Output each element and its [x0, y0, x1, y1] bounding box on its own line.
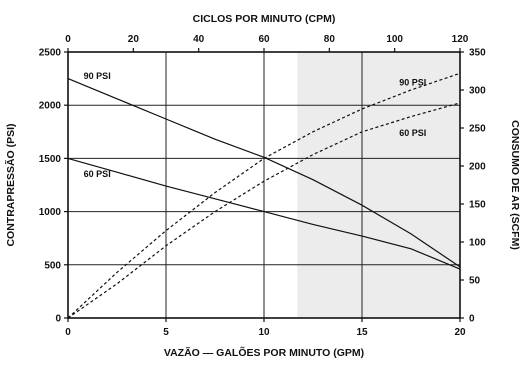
bottom-tick-label: 5: [163, 327, 169, 338]
series-line-pressure-60-psi: [67, 157, 461, 270]
left-tick-label: 2500: [39, 48, 62, 59]
bottom-tick-label: 15: [356, 327, 368, 338]
top-tick-label: 60: [258, 34, 270, 45]
left-tick-label: 1500: [39, 154, 62, 165]
right-tick-label: 200: [469, 162, 486, 173]
bottom-tick-label: 20: [454, 327, 466, 338]
top-tick-label: 120: [452, 34, 469, 45]
top-tick-label: 100: [386, 34, 403, 45]
right-tick-label: 50: [469, 276, 481, 287]
series-label: 90 PSI: [399, 78, 426, 88]
series-line-pressure-90-psi: [67, 78, 461, 268]
left-axis-title: CONTRAPRESSÃO (PSI): [4, 123, 17, 246]
left-tick-label: 1000: [39, 207, 62, 218]
left-tick-label: 0: [55, 314, 61, 325]
top-tick-label: 0: [65, 34, 71, 45]
series-label: 90 PSI: [84, 71, 111, 81]
right-tick-label: 300: [469, 86, 486, 97]
top-axis-title: CICLOS POR MINUTO (CPM): [193, 13, 336, 25]
series-layer: [67, 72, 461, 319]
shaded-region: [297, 52, 460, 318]
ticks-layer: 0 5 10 15 200 20 40 60 80 100 12005001000150020002…: [39, 34, 486, 338]
series-label: 60 PSI: [399, 128, 426, 138]
series-label: 60 PSI: [84, 169, 111, 179]
bottom-axis-title: VAZÃO — GALÕES POR MINUTO (GPM): [164, 346, 364, 359]
top-tick-label: 20: [128, 34, 140, 45]
right-tick-label: 100: [469, 238, 486, 249]
right-tick-label: 350: [469, 48, 486, 59]
bottom-tick-label: 0: [65, 327, 71, 338]
series-line-air-60-psi: [67, 102, 461, 319]
series-line-air-90-psi: [67, 72, 461, 319]
right-tick-label: 250: [469, 124, 486, 135]
right-tick-label: 150: [469, 200, 486, 211]
bottom-tick-label: 10: [258, 327, 270, 338]
top-tick-label: 40: [193, 34, 205, 45]
right-axis-title: CONSUMO DE AR (SCFM): [509, 120, 521, 250]
left-tick-label: 2000: [39, 101, 62, 112]
top-tick-label: 80: [324, 34, 336, 45]
series-labels: 90 PSI 60 PSI 90 PSI 60 PSI: [84, 71, 427, 179]
left-tick-label: 500: [44, 260, 61, 271]
right-tick-label: 0: [469, 314, 475, 325]
